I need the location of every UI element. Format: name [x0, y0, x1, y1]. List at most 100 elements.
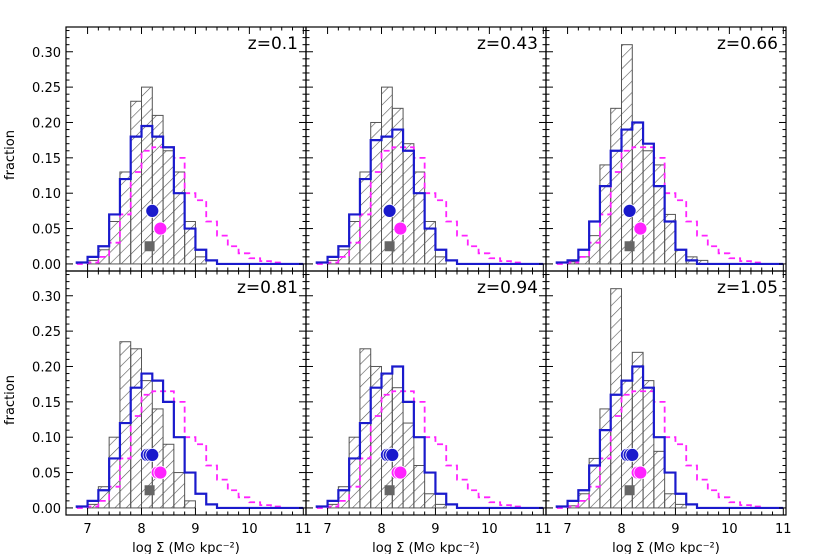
- magenta-circle-marker: [153, 221, 168, 236]
- magenta-dashed-histogram: [76, 146, 304, 265]
- gray-square-marker: [384, 485, 395, 496]
- y-tick-label: 0.15: [32, 152, 61, 167]
- gray-hist-bar: [434, 256, 447, 265]
- y-tick-label: 0.10: [32, 431, 61, 446]
- y-axis-title-bottom: fraction: [3, 375, 18, 425]
- gray-hist-bar: [642, 380, 655, 509]
- gray-hist-bar: [348, 436, 361, 509]
- panel-1: z=0.1: [65, 26, 307, 272]
- gray-hist-bar: [381, 86, 393, 265]
- y-tick-label: 0.00: [32, 502, 61, 517]
- y-tick-label: 0.30: [32, 290, 61, 305]
- panel-4: z=0.81: [65, 270, 307, 516]
- y-tick-label: 0.05: [32, 223, 61, 238]
- y-tick-label: 0.10: [32, 187, 61, 202]
- blue-circle-marker: [385, 447, 400, 462]
- redshift-label: z=0.81: [237, 278, 298, 298]
- gray-hist-bar: [653, 164, 666, 265]
- magenta-circle-marker: [633, 221, 648, 236]
- gray-square-marker: [384, 241, 395, 252]
- blue-circle-marker: [145, 203, 160, 218]
- x-tick-label: 8: [617, 522, 625, 537]
- panel-2: z=0.43: [305, 26, 547, 272]
- gray-square-marker: [624, 241, 635, 252]
- x-tick-label: 10: [241, 522, 258, 537]
- axis-labels: fraction fraction 0.00 0.05 0.10 0.15 0.20 0.…: [3, 46, 792, 554]
- x-tick-label: 10: [721, 522, 738, 537]
- panel-3: z=0.66: [545, 26, 787, 272]
- x-axis-title: log Σ (M⊙ kpc⁻²): [612, 541, 720, 554]
- y-tick-label: 0.15: [32, 396, 61, 411]
- gray-hist-bar: [141, 86, 153, 265]
- x-tick-label: 7: [83, 522, 91, 537]
- panel-frame: [545, 270, 787, 516]
- blue-histogram: [555, 365, 784, 510]
- x-tick-label: 9: [671, 522, 679, 537]
- y-tick-label: 0.25: [32, 81, 61, 96]
- gray-hist-bar: [413, 171, 426, 265]
- x-tick-label: 9: [431, 522, 439, 537]
- x-tick-label: 11: [775, 522, 792, 537]
- panel-frame: [305, 270, 547, 516]
- magenta-dashed-histogram: [316, 390, 544, 509]
- x-tick-label: 11: [295, 522, 312, 537]
- gray-hist-bar: [664, 493, 676, 509]
- gray-hist-bar: [184, 500, 196, 509]
- plot-area: [75, 341, 304, 510]
- gray-hist-bar: [577, 256, 590, 265]
- x-tick-label: 7: [563, 522, 571, 537]
- x-tick-label: 7: [323, 522, 331, 537]
- gray-square-marker: [144, 241, 155, 252]
- y-tick-label: 0.05: [32, 467, 61, 482]
- redshift-label: z=0.66: [717, 34, 778, 54]
- gray-hist-bar: [588, 235, 601, 265]
- gray-hist-bar: [173, 472, 186, 509]
- gray-hist-bar: [119, 341, 132, 509]
- plot-area: [75, 86, 304, 266]
- gray-hist-bar: [402, 143, 415, 265]
- blue-circle-marker: [145, 447, 160, 462]
- panel-grid: z=0.1 z=0.43 z=0.66 z=0.81 z=0.94 z=1.05: [65, 26, 787, 516]
- x-tick-label: 11: [535, 522, 552, 537]
- plot-area: [315, 86, 544, 266]
- redshift-label: z=0.43: [477, 34, 538, 54]
- gray-hist-bar: [610, 288, 623, 509]
- y-tick-label: 0.20: [32, 360, 61, 375]
- panel-frame: [65, 270, 307, 516]
- panel-5: z=0.94: [305, 270, 547, 516]
- blue-histogram: [315, 128, 544, 266]
- gray-square-marker: [624, 485, 635, 496]
- magenta-dashed-histogram: [556, 390, 784, 509]
- gray-hist-bar: [194, 256, 207, 265]
- redshift-label: z=1.05: [717, 278, 778, 298]
- gray-hist-bar: [173, 171, 186, 265]
- plot-area: [555, 44, 784, 266]
- gray-hist-bar: [642, 150, 655, 265]
- y-tick-label: 0.25: [32, 325, 61, 340]
- gray-hist-bar: [424, 493, 436, 509]
- blue-histogram: [75, 124, 304, 266]
- gray-hist-bar: [413, 464, 426, 509]
- panel-6: z=1.05: [545, 270, 787, 516]
- gray-hist-bar: [434, 503, 447, 509]
- x-tick-label: 8: [137, 522, 145, 537]
- x-tick-label: 9: [191, 522, 199, 537]
- blue-circle-marker: [622, 203, 637, 218]
- gray-hist-bar: [653, 450, 666, 509]
- gray-hist-bar: [130, 100, 143, 265]
- magenta-dashed-histogram: [556, 146, 784, 265]
- gray-hist-bar: [391, 107, 404, 265]
- blue-circle-marker: [382, 203, 397, 218]
- plot-area: [555, 288, 784, 510]
- redshift-label: z=0.1: [248, 34, 298, 54]
- y-tick-label: 0.30: [32, 46, 61, 61]
- magenta-circle-marker: [393, 465, 408, 480]
- y-tick-label: 0.20: [32, 116, 61, 131]
- gray-hist-bar: [674, 249, 687, 265]
- x-tick-label: 8: [377, 522, 385, 537]
- redshift-label: z=0.94: [477, 278, 538, 298]
- y-tick-label: 0.00: [32, 258, 61, 273]
- gray-hist-bar: [370, 121, 383, 265]
- x-axis-title: log Σ (M⊙ kpc⁻²): [132, 541, 240, 554]
